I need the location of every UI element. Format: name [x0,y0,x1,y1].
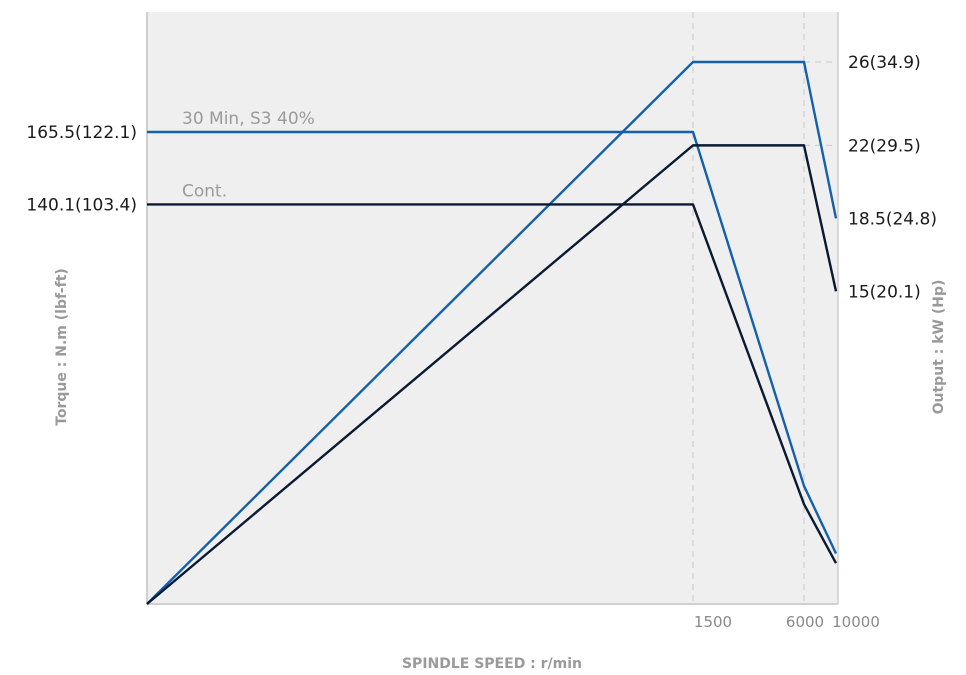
x-tick-6000: 6000 [786,613,824,631]
output-max-label-cont: 22(29.5) [848,136,921,156]
output-end-label-s3: 18.5(24.8) [848,209,937,229]
output-line-s3 [146,60,838,605]
y-axis-title-right: Output : kW (Hp) [931,280,947,415]
plot-area [147,12,838,604]
x-tick-1500: 1500 [694,613,732,631]
output-line-cont [146,144,838,605]
torque-value-label-cont: 140.1(103.4) [26,195,137,215]
output-end-label-cont: 15(20.1) [848,282,921,302]
torque-line-s3 [147,130,838,555]
x-axis-title: SPINDLE SPEED : r/min [402,656,582,672]
torque-value-label-s3: 165.5(122.1) [26,123,137,143]
chart-labels: 165.5(122.1) 30 Min, S3 40% 26(34.9) 18.5(2… [26,53,947,672]
x-tick-10000: 10000 [832,613,880,631]
torque-line-cont [147,203,838,564]
series-label-s3: 30 Min, S3 40% [182,109,315,129]
y-axis-title-left: Torque : N.m (lbf-ft) [54,268,70,426]
series-lines [146,60,838,605]
series-label-cont: Cont. [182,181,227,201]
output-max-label-s3: 26(34.9) [848,53,921,73]
